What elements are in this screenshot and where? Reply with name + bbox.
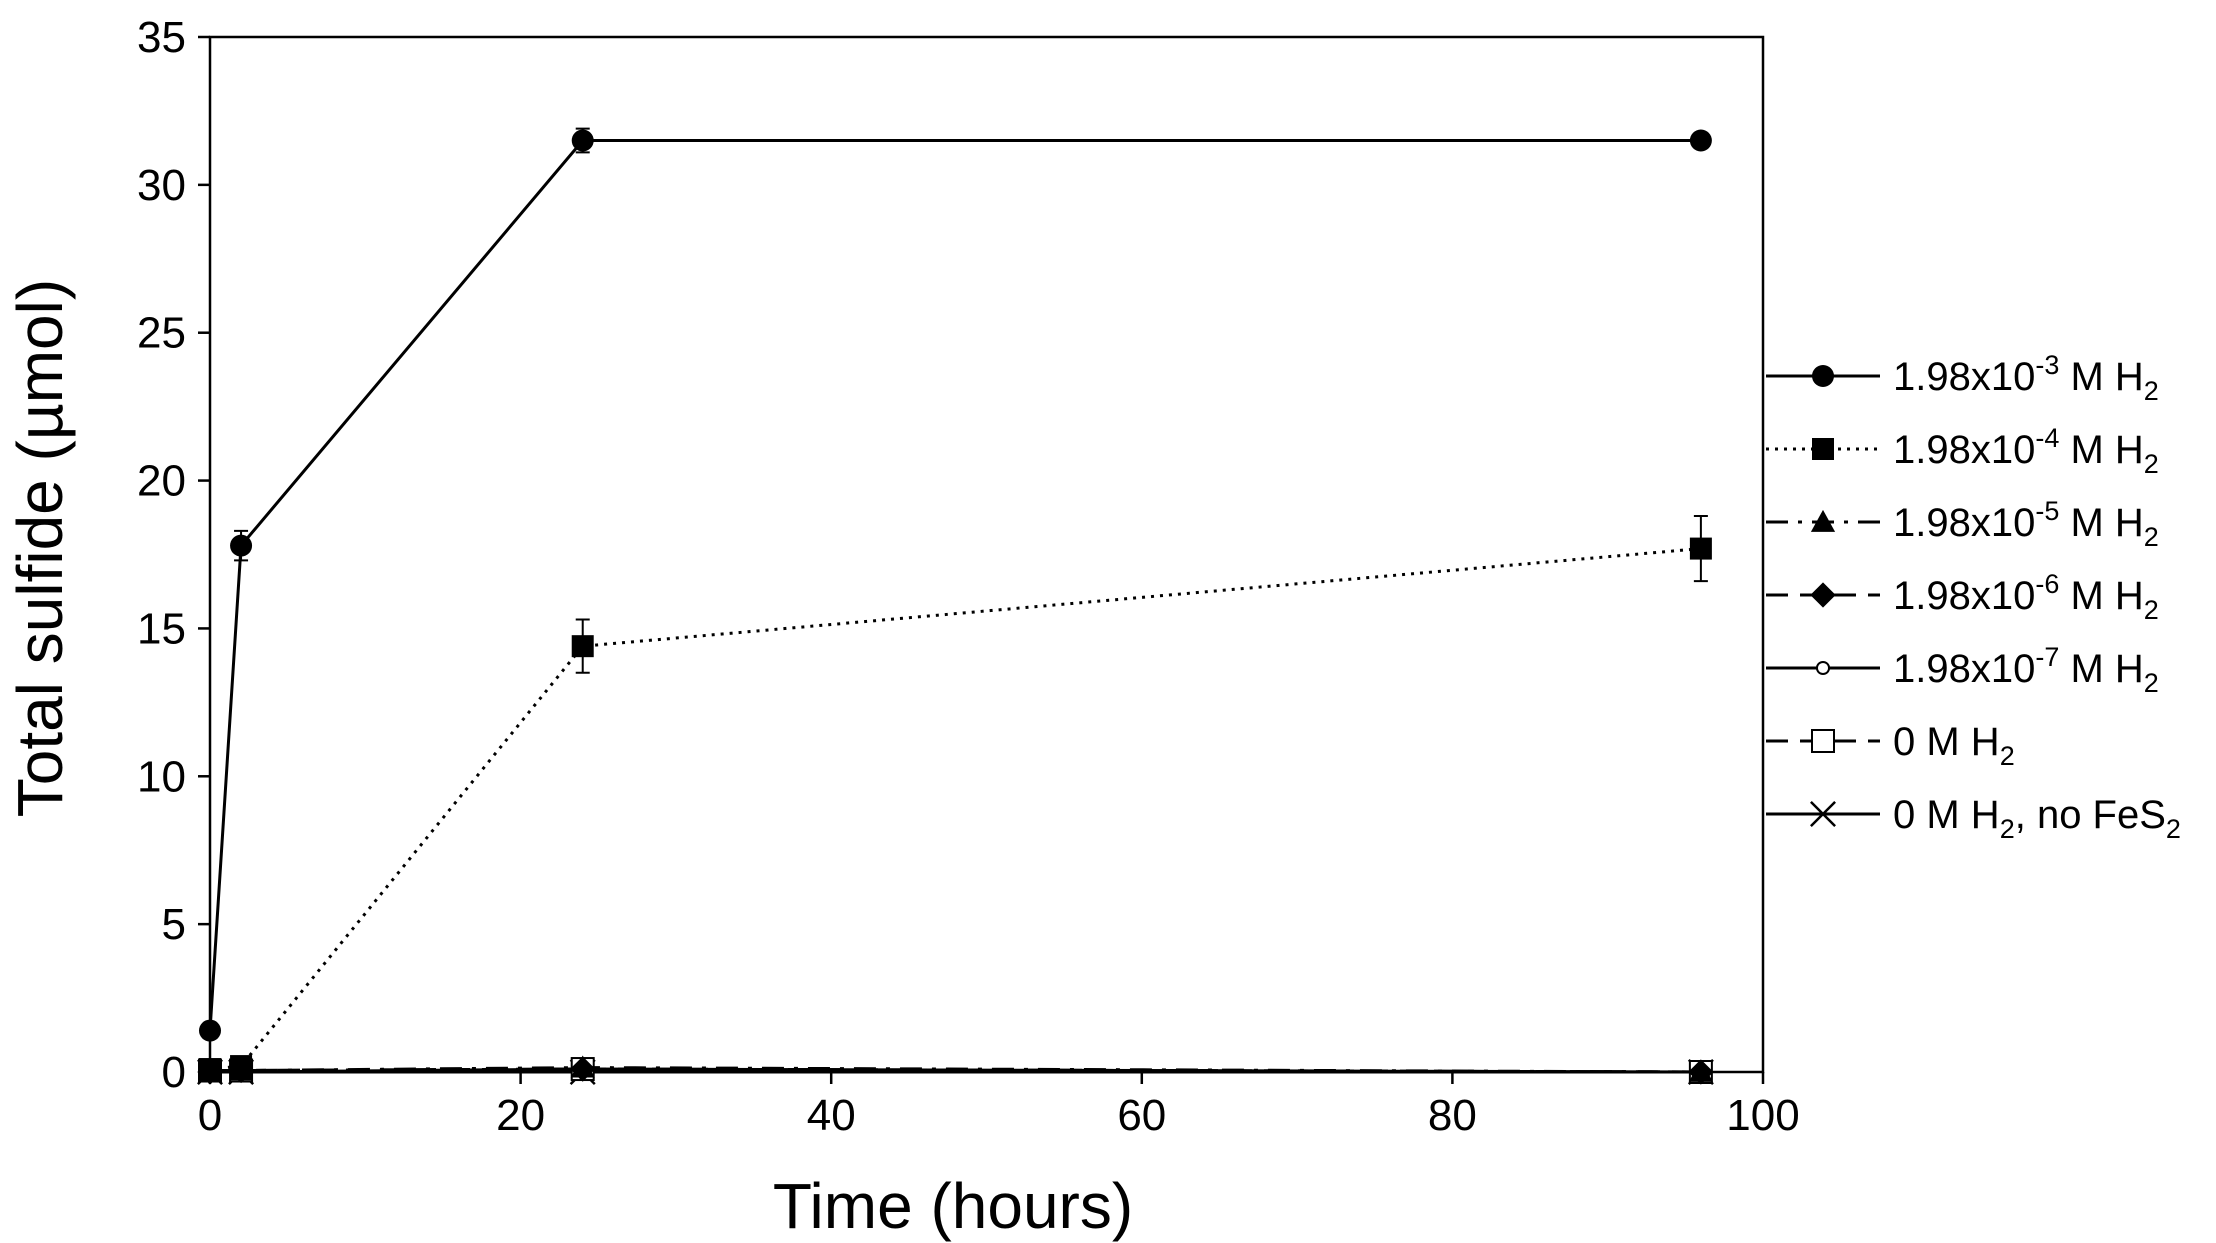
x-axis-title: Time (hours)	[773, 1170, 1133, 1242]
legend-item: 1.98x10-6 M H2	[1766, 569, 2159, 625]
y-tick-label: 0	[162, 1048, 186, 1097]
series-group	[197, 127, 1714, 1085]
legend-marker	[1812, 365, 1834, 387]
y-axis-title: Total sulfide (µmol)	[4, 279, 76, 817]
legend-label: 0 M H2	[1893, 720, 2015, 771]
data-point	[1688, 1059, 1713, 1082]
x-tick-label: 0	[198, 1091, 222, 1140]
legend-marker	[1812, 438, 1834, 460]
x-tick-label: 80	[1428, 1091, 1477, 1140]
series-0	[199, 127, 1712, 1042]
series-line	[208, 139, 1701, 1031]
legend-label: 0 M H2, no FeS2	[1893, 793, 2181, 844]
legend-label: 1.98x10-5 M H2	[1893, 496, 2159, 552]
legend-label: 1.98x10-6 M H2	[1893, 569, 2159, 625]
data-point	[199, 1058, 221, 1081]
series-line	[209, 1066, 1701, 1074]
legend-label: 1.98x10-4 M H2	[1893, 423, 2159, 479]
axis-ticks: 0 20 40 60 80 100 0 5 10 15 20 25 30 35	[137, 13, 1800, 1140]
legend-marker	[1810, 582, 1836, 608]
y-tick-label: 10	[137, 752, 186, 801]
y-tick-label: 25	[137, 309, 186, 358]
legend-marker	[1810, 509, 1836, 532]
legend: 1.98x10-3 M H2 1.98x10-4 M H2 1.98x10-5 M …	[1766, 350, 2181, 844]
y-tick-label: 30	[137, 161, 186, 210]
plot-border	[208, 35, 1765, 1074]
data-point	[571, 129, 594, 152]
y-tick-label: 5	[162, 900, 186, 949]
x-tick-label: 60	[1117, 1091, 1166, 1140]
legend-label: 1.98x10-3 M H2	[1893, 350, 2159, 406]
data-point	[1689, 129, 1712, 152]
legend-marker	[1815, 660, 1831, 676]
data-point	[571, 635, 594, 658]
y-tick-label: 20	[137, 457, 186, 506]
legend-marker	[1810, 801, 1836, 827]
data-point	[570, 1055, 595, 1078]
legend-marker	[1811, 729, 1835, 753]
data-point	[230, 534, 253, 557]
x-tick-label: 40	[807, 1091, 856, 1140]
y-tick-label: 35	[137, 13, 186, 62]
series-line	[209, 547, 1702, 1071]
data-point	[230, 1055, 253, 1078]
legend-item: 1.98x10-7 M H2	[1766, 642, 2159, 698]
legend-item: 1.98x10-4 M H2	[1766, 423, 2159, 479]
legend-item: 1.98x10-3 M H2	[1766, 350, 2159, 406]
series-1	[199, 515, 1712, 1081]
legend-item: 1.98x10-5 M H2	[1766, 496, 2159, 552]
legend-item: 0 M H2, no FeS2	[1766, 793, 2181, 844]
x-tick-label: 20	[496, 1091, 545, 1140]
data-point	[199, 1019, 221, 1042]
x-tick-label: 100	[1726, 1091, 1799, 1140]
legend-item: 0 M H2	[1766, 720, 2015, 771]
y-tick-label: 15	[137, 604, 186, 653]
plot-area	[208, 35, 1765, 1074]
legend-label: 1.98x10-7 M H2	[1893, 642, 2159, 698]
data-point	[1689, 537, 1712, 560]
